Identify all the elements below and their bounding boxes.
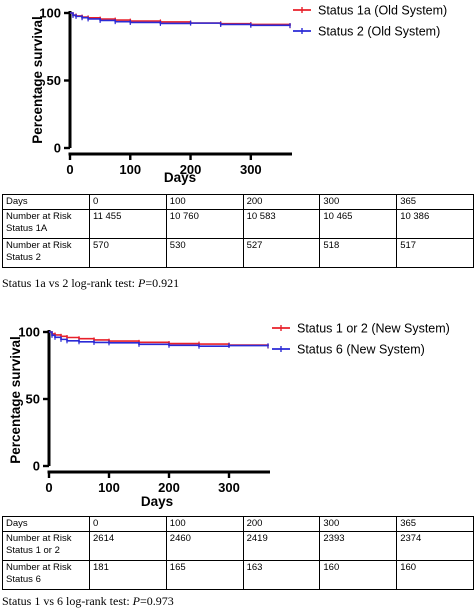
y-tick-label: 100 bbox=[39, 6, 61, 21]
table-header-row: Days 0 100 200 300 365 bbox=[2, 194, 474, 210]
y-axis-title: Percentage survival bbox=[8, 336, 23, 464]
x-tick-label: 300 bbox=[240, 162, 262, 177]
table-cell: Number at Risk Status 6 bbox=[2, 560, 90, 590]
table-cell: 517 bbox=[396, 238, 474, 268]
p-value: =0.921 bbox=[145, 276, 180, 290]
table-cell: 10 583 bbox=[242, 209, 321, 239]
table-cell: 2614 bbox=[89, 531, 167, 561]
legend-label-1: Status 2 (Old System) bbox=[318, 25, 440, 39]
table-cell: 10 760 bbox=[165, 209, 244, 239]
y-tick-label: 100 bbox=[18, 325, 40, 340]
y-tick-label: 50 bbox=[47, 73, 61, 88]
p-value: =0.973 bbox=[140, 594, 174, 608]
table-cell: Days bbox=[2, 516, 90, 532]
table-cell: Number at Risk Status 2 bbox=[2, 238, 90, 268]
table-cell: 100 bbox=[165, 516, 244, 532]
y-tick-label: 0 bbox=[33, 459, 40, 474]
p-label: P bbox=[137, 276, 146, 290]
caption-text: Status 1 vs 6 log-rank test: bbox=[2, 594, 133, 608]
risk-table-new-system: Days 0 100 200 300 365 Number at Risk St… bbox=[2, 516, 474, 590]
table-cell: 570 bbox=[89, 238, 167, 268]
table-cell: 530 bbox=[165, 238, 244, 268]
survival-chart-old-system: Percentage survival Days 0 50 100 0 100 200 30… bbox=[30, 4, 447, 186]
table-header-row: Days 0 100 200 300 365 bbox=[2, 516, 474, 532]
table-cell: 160 bbox=[319, 560, 398, 590]
table-cell: 200 bbox=[242, 516, 321, 532]
x-tick-label: 0 bbox=[66, 162, 73, 177]
x-tick-label: 300 bbox=[218, 480, 240, 495]
table-cell: 181 bbox=[89, 560, 167, 590]
table-cell: Number at Risk Status 1 or 2 bbox=[2, 531, 90, 561]
table-cell: Number at Risk Status 1A bbox=[2, 209, 90, 239]
x-tick-label: 200 bbox=[158, 480, 180, 495]
table-cell: 0 bbox=[89, 194, 167, 210]
legend-label-0: Status 1a (Old System) bbox=[318, 4, 447, 18]
x-tick-label: 0 bbox=[45, 480, 52, 495]
p-label: P bbox=[132, 594, 141, 608]
survival-chart-new-system: Percentage survival Days 0 50 100 0 100 200 30… bbox=[8, 322, 450, 510]
table-cell: 2460 bbox=[165, 531, 244, 561]
table-cell: 100 bbox=[165, 194, 244, 210]
legend-label-0: Status 1 or 2 (New System) bbox=[297, 322, 450, 336]
table-cell: 518 bbox=[319, 238, 398, 268]
y-axis-title: Percentage survival bbox=[30, 16, 45, 144]
risk-table-old-system: Days 0 100 200 300 365 Number at Risk St… bbox=[2, 194, 474, 268]
table-cell: 165 bbox=[165, 560, 244, 590]
x-tick-label: 200 bbox=[180, 162, 202, 177]
table-cell: 0 bbox=[89, 516, 167, 532]
table-cell: 160 bbox=[396, 560, 474, 590]
x-tick-label: 100 bbox=[98, 480, 120, 495]
table-row: Number at Risk Status 1 or 2 2614 2460 2… bbox=[2, 531, 474, 561]
table-cell: 300 bbox=[319, 516, 398, 532]
table-cell: 163 bbox=[242, 560, 321, 590]
table-cell: 200 bbox=[242, 194, 321, 210]
legend-label-1: Status 6 (New System) bbox=[297, 343, 425, 357]
table-cell: 365 bbox=[396, 516, 474, 532]
table-cell: 11 455 bbox=[89, 209, 167, 239]
x-axis-title: Days bbox=[141, 494, 173, 509]
table-cell: 365 bbox=[396, 194, 474, 210]
y-tick-label: 50 bbox=[26, 392, 40, 407]
table-cell: 527 bbox=[242, 238, 321, 268]
table-row: Number at Risk Status 2 570 530 527 518 … bbox=[2, 238, 474, 268]
table-row: Number at Risk Status 6 181 165 163 160 … bbox=[2, 560, 474, 590]
table-cell: 300 bbox=[319, 194, 398, 210]
table-cell: Days bbox=[2, 194, 90, 210]
table-cell: 10 465 bbox=[319, 209, 398, 239]
table-cell: 2419 bbox=[242, 531, 321, 561]
table-row: Number at Risk Status 1A 11 455 10 760 1… bbox=[2, 209, 474, 239]
table-cell: 10 386 bbox=[396, 209, 474, 239]
log-rank-caption-1: Status 1a vs 2 log-rank test: P=0.921 bbox=[2, 276, 179, 291]
x-axis-title: Days bbox=[164, 170, 196, 185]
y-tick-label: 0 bbox=[54, 141, 61, 156]
x-tick-label: 100 bbox=[119, 162, 141, 177]
table-cell: 2374 bbox=[396, 531, 474, 561]
table-cell: 2393 bbox=[319, 531, 398, 561]
log-rank-caption-2: Status 1 vs 6 log-rank test: P=0.973 bbox=[2, 594, 174, 609]
caption-text: Status 1a vs 2 log-rank test: bbox=[2, 276, 138, 290]
